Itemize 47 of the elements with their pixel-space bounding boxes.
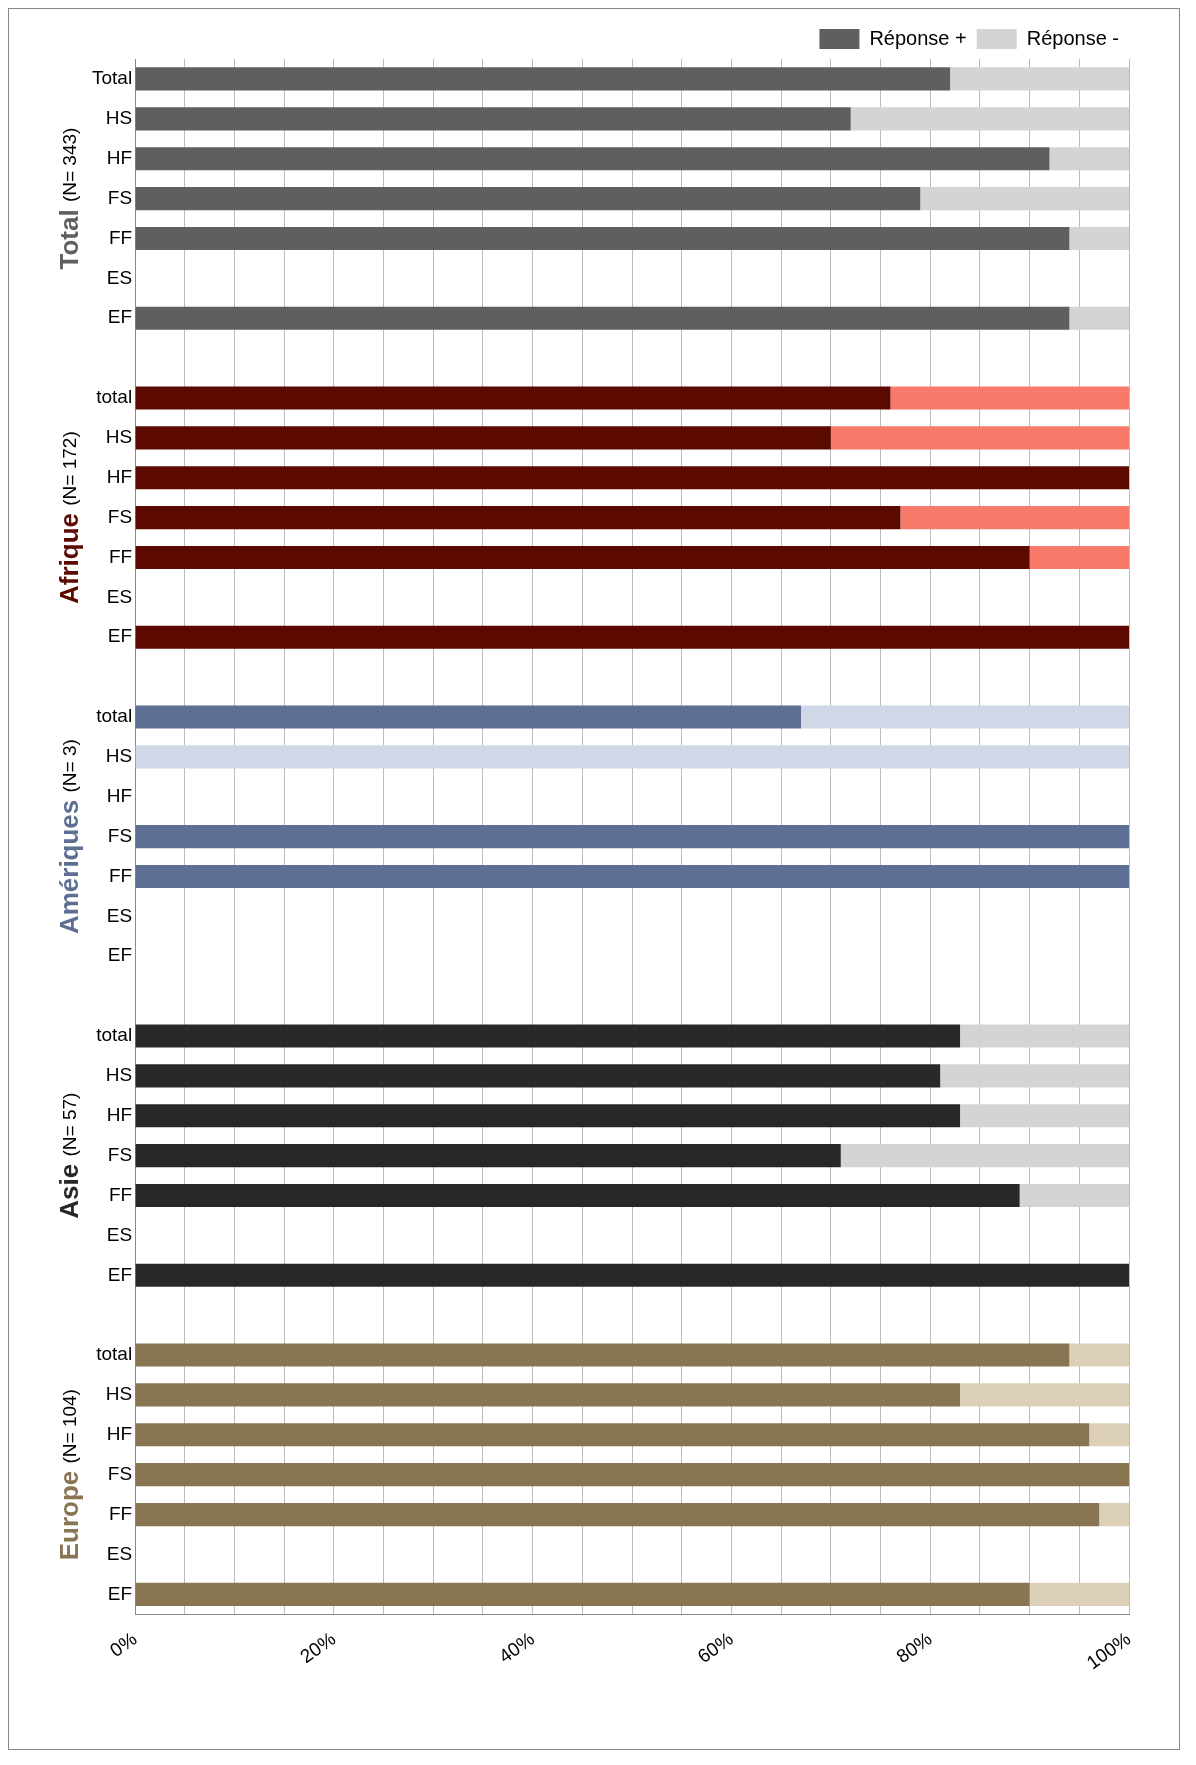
y-tick-label: FF	[108, 1502, 133, 1524]
y-tick-label: HS	[105, 1064, 133, 1086]
text: Total (N= 343)	[54, 127, 85, 270]
y-tick-label: HS	[105, 745, 133, 767]
y-tick-label: HF	[106, 1104, 133, 1126]
x-tick-label: 60%	[693, 1627, 737, 1668]
y-tick-label: HF	[106, 465, 133, 487]
y-tick-label: FS	[107, 1462, 133, 1484]
y-tick-label: EF	[107, 1582, 133, 1604]
y-tick-label: total	[96, 1024, 133, 1046]
y-tick-label: FS	[107, 1143, 133, 1165]
legend-label: Réponse +	[869, 26, 967, 49]
x-tick-label: 80%	[892, 1627, 936, 1668]
y-tick-label: EF	[107, 944, 133, 966]
y-tick-label: EF	[107, 625, 133, 647]
y-tick-label: ES	[106, 585, 133, 607]
y-tick-label: EF	[107, 1263, 133, 1285]
y-tick-label: HS	[105, 1383, 133, 1405]
y-tick-label: total	[96, 386, 133, 408]
x-tick-label: 0%	[105, 1627, 141, 1661]
y-tick-label: total	[96, 705, 133, 727]
x-tick-label: 20%	[296, 1627, 340, 1668]
text: Europe (N= 104)	[54, 1389, 85, 1561]
y-tick-label: FF	[108, 226, 133, 248]
y-tick-label: FF	[108, 1183, 133, 1205]
y-tick-label: EF	[107, 306, 133, 328]
y-tick-label: FS	[107, 824, 133, 846]
y-tick-label: HS	[105, 107, 133, 129]
y-tick-label: total	[96, 1343, 133, 1365]
y-tick-label: ES	[106, 1542, 133, 1564]
text: Afrique (N= 172)	[54, 431, 85, 604]
y-tick-label: HF	[106, 1423, 133, 1445]
legend-label: Réponse -	[1026, 26, 1120, 49]
y-tick-label: FS	[107, 186, 133, 208]
y-tick-label: FS	[107, 505, 133, 527]
text: Asie (N= 57)	[54, 1092, 85, 1219]
y-tick-label: ES	[106, 1223, 133, 1245]
y-tick-label: FF	[108, 864, 133, 886]
y-tick-label: ES	[106, 266, 133, 288]
y-tick-label: Total	[91, 67, 133, 89]
x-tick-label: 40%	[494, 1627, 539, 1668]
text: Amériques (N= 3)	[54, 739, 85, 935]
y-tick-label: HF	[106, 146, 133, 168]
y-tick-label: FF	[108, 545, 133, 567]
y-tick-label: ES	[106, 904, 133, 926]
y-tick-label: HS	[105, 426, 133, 448]
y-tick-label: HF	[106, 784, 133, 806]
